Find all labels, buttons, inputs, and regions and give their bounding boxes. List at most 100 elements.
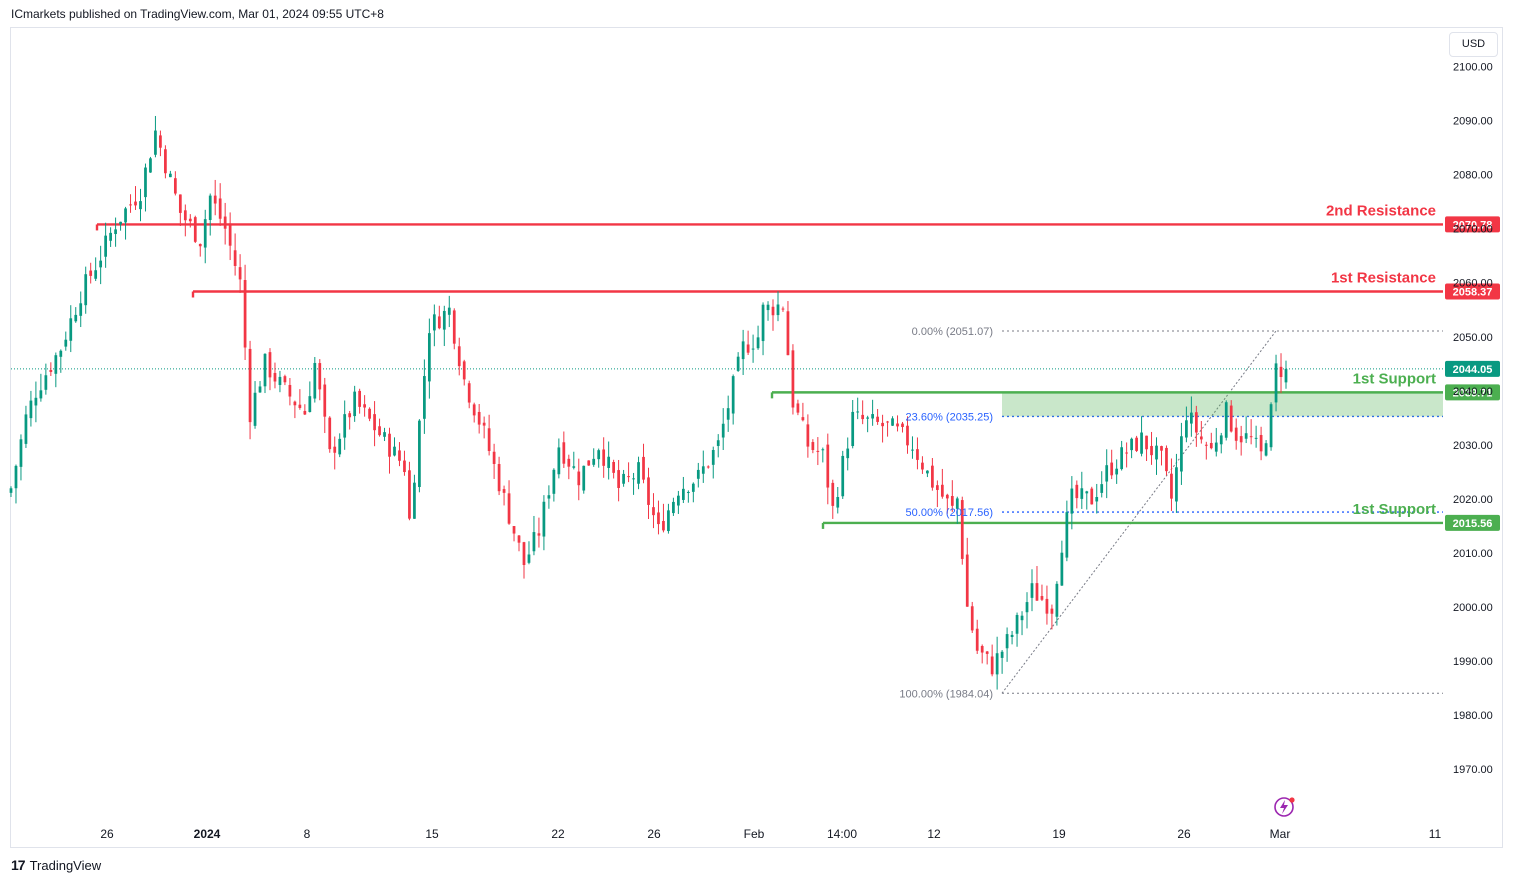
candle [746,330,750,355]
candle [323,377,327,434]
candle [109,227,112,247]
candle [876,409,879,425]
lightning-icon[interactable] [1274,797,1295,817]
price-tag: 2058.37 [1445,283,1500,300]
candle [667,503,670,534]
candle [1060,540,1064,586]
candle [691,482,695,503]
candle [188,214,192,228]
y-tick-label: 1990.00 [1453,656,1493,668]
candle [1025,592,1029,629]
candle [916,437,919,470]
candle [552,468,556,502]
candle [1244,416,1248,444]
candle [74,307,78,323]
candle [24,405,28,448]
candle [1130,437,1133,459]
candle [741,329,745,375]
candle [1269,402,1273,451]
support-label: 1st Support [1353,501,1436,518]
x-tick-label: 26 [100,827,114,841]
candle [1055,581,1059,626]
candle [1090,486,1094,505]
candle [995,636,999,690]
candle [418,419,421,493]
candle [393,437,396,457]
candle [423,359,426,434]
x-tick-label: 26 [647,827,661,841]
candle [507,480,511,525]
candle [681,476,685,504]
tradingview-brand[interactable]: 17 TradingView [11,857,101,873]
candle [975,619,979,654]
candle [497,456,501,496]
candle [437,305,441,330]
candle [706,465,710,469]
candle [622,469,625,487]
candle [238,254,242,293]
candle [482,416,486,439]
currency-selector[interactable]: USD [1449,32,1498,57]
candle [427,318,431,399]
candle [1279,353,1283,394]
candle [169,170,172,178]
candle [866,415,870,433]
resistance-label: 2nd Resistance [1326,202,1436,219]
candle [846,437,850,471]
x-tick-label: Feb [744,827,765,841]
candle [193,215,197,244]
candle [776,291,780,322]
candle [452,308,456,350]
candle [1224,400,1228,441]
candle [258,381,262,393]
candle [398,442,401,467]
candle [1199,421,1203,444]
candle [243,264,247,360]
svg-text:2015.56: 2015.56 [1453,518,1493,530]
candle [517,534,521,552]
candle [686,490,690,503]
candle [731,374,735,425]
x-tick-label: 19 [1052,827,1066,841]
last-price-tag: 2044.05 [1445,360,1500,377]
candle [1085,490,1089,510]
candle [592,448,596,467]
candle [836,486,840,514]
candle [59,349,63,373]
candle [1264,440,1268,457]
candle [19,434,23,481]
candle [134,186,137,210]
candle [268,348,272,391]
axis-layer: 1970.00 1980.00 1990.00 2000.00 2010.00 2020.… [100,62,1492,842]
support-label: 1st Support [1353,370,1436,387]
candle [353,385,357,422]
fib-level-label: 23.60% (2035.25) [906,411,993,423]
candle [1274,354,1278,412]
candle [751,334,755,363]
candle [1100,471,1104,498]
candle [492,443,496,479]
x-tick-label: 22 [551,827,565,841]
candle [447,295,451,328]
candle [477,404,481,434]
candle [901,421,904,433]
candle [1070,476,1074,530]
candle [1030,569,1034,612]
candle [965,537,969,607]
candle [183,204,187,237]
candle [1040,584,1044,602]
x-tick-label: 12 [927,827,941,841]
candle [467,380,471,409]
candle [806,414,810,458]
candle [1254,425,1258,448]
fib-level-label: 50.00% (2017.56) [906,507,993,519]
candle [1170,458,1173,511]
candle [617,459,620,502]
candle [403,450,406,476]
candle [841,450,845,499]
x-tick-label: 8 [304,827,311,841]
candle [328,416,332,453]
candle [1145,435,1148,462]
candle [502,485,506,506]
